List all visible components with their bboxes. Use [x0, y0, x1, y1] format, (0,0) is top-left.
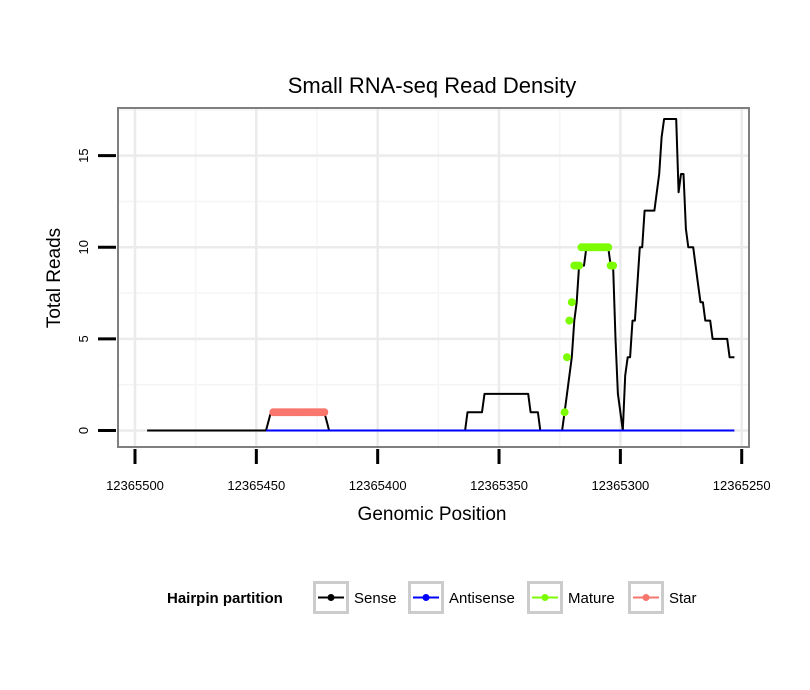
legend-label-star: Star — [669, 590, 697, 607]
legend: Hairpin partition Sense Antisense Mature St… — [167, 581, 697, 614]
y-tick-label: 5 — [76, 335, 91, 342]
data-point-mature — [563, 353, 571, 362]
legend-label-antisense: Antisense — [449, 590, 515, 607]
data-point-mature — [609, 261, 618, 270]
legend-title: Hairpin partition — [167, 590, 283, 607]
x-tick-label: 12365400 — [349, 478, 407, 493]
legend-key-point-sense — [327, 594, 335, 601]
legend-label-sense: Sense — [354, 590, 397, 607]
x-tick-label: 12365300 — [591, 478, 649, 493]
legend-key-point-star — [642, 594, 650, 601]
x-axis-title: Genomic Position — [358, 504, 507, 525]
data-point-star — [320, 408, 329, 417]
x-tick-label: 12365450 — [227, 478, 285, 493]
y-axis-title: Total Reads — [44, 228, 65, 328]
data-point-mature — [565, 316, 574, 325]
y-tick-label: 0 — [76, 427, 91, 434]
data-point-mature — [604, 243, 613, 252]
x-tick-label: 12365250 — [713, 478, 771, 493]
series-layer — [147, 118, 735, 432]
legend-key-point-mature — [541, 594, 549, 601]
series-line-sense — [147, 118, 735, 432]
y-tick-label: 10 — [76, 240, 91, 254]
plot-border — [117, 107, 750, 448]
legend-key-point-antisense — [422, 594, 430, 601]
x-tick-label: 12365500 — [106, 478, 164, 493]
data-point-mature — [575, 261, 584, 270]
gridlines — [118, 108, 749, 447]
legend-label-mature: Mature — [568, 590, 615, 607]
plot-background — [118, 108, 749, 447]
y-tick-label: 15 — [76, 148, 91, 162]
data-point-mature — [567, 298, 576, 307]
chart-title: Small RNA-seq Read Density — [288, 73, 577, 98]
data-point-mature — [560, 408, 569, 417]
x-tick-label: 12365350 — [470, 478, 528, 493]
axes: 12365500 12365450 12365400 12365350 12365300… — [76, 148, 771, 493]
